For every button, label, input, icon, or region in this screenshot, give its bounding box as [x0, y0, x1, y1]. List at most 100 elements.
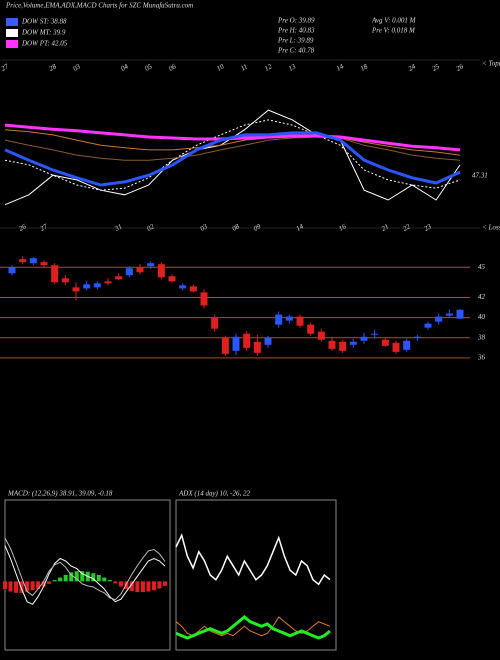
info-text: Pre L: 39.89 [277, 37, 314, 45]
candle-body [8, 267, 16, 274]
candle-body [115, 276, 123, 280]
adx-line [175, 533, 331, 586]
candle-body [317, 331, 325, 340]
candle-body [29, 258, 37, 264]
histogram-bar [74, 571, 79, 582]
candle-body [413, 336, 421, 338]
candle-body [51, 265, 59, 283]
x-tick-label: 23 [423, 222, 433, 233]
histogram-bar [41, 581, 46, 587]
histogram-bar [63, 575, 68, 582]
candle-body [40, 262, 48, 266]
y-tick-label: 36 [477, 354, 486, 362]
histogram-bar [8, 581, 13, 592]
candle-body [211, 317, 219, 329]
x-tick-label: 08 [231, 222, 241, 233]
ema-line [4, 136, 461, 161]
macd-line [4, 537, 166, 601]
candle-body [104, 281, 112, 284]
histogram-bar [118, 581, 123, 587]
x-tick-label: 21 [380, 222, 390, 232]
x-tick-label: 18 [359, 62, 369, 73]
y-tick-label: 40 [478, 313, 486, 321]
x-tick-label: 11 [239, 63, 249, 73]
candle-body [296, 316, 304, 326]
info-text: Pre C: 40.78 [277, 47, 315, 55]
page-title: Price,Volume,EMA,ADX,MACD Charts for SZC… [5, 2, 193, 10]
annotation: < Loss [482, 224, 500, 232]
ema-line [4, 119, 461, 191]
histogram-bar [157, 581, 162, 589]
candle-body [253, 341, 261, 353]
legend-label: DOW ST: 38.88 [21, 18, 67, 26]
x-tick-label: 25 [431, 62, 441, 73]
candle-body [424, 323, 432, 328]
histogram-bar [124, 581, 129, 589]
histogram-bar [140, 581, 145, 593]
histogram-bar [91, 573, 96, 582]
x-tick-label: 04 [120, 62, 130, 73]
candle-body [349, 341, 357, 345]
candle-body [371, 333, 379, 335]
histogram-bar [30, 581, 35, 591]
x-tick-label: 03 [199, 222, 209, 233]
histogram-bar [135, 581, 140, 593]
histogram-bar [146, 581, 151, 592]
adx-line [175, 615, 331, 640]
histogram-bar [163, 581, 167, 586]
ema-line [4, 129, 461, 156]
candle-body [232, 336, 240, 351]
x-tick-label: 12 [263, 62, 273, 73]
histogram-bar [80, 571, 85, 582]
legend-swatch [6, 29, 18, 37]
x-tick-label: 31 [113, 222, 124, 233]
x-tick-label: 06 [167, 62, 177, 73]
x-tick-label: 14 [295, 222, 305, 233]
histogram-bar [47, 581, 52, 584]
x-tick-label: 24 [407, 62, 417, 73]
histogram-bar [107, 580, 112, 582]
candle-body [19, 259, 27, 263]
x-tick-label: 16 [337, 222, 347, 233]
candle-body [61, 278, 69, 283]
info-text: Pre O: 39.89 [277, 17, 315, 25]
x-tick-label: 13 [287, 62, 297, 73]
candle-body [328, 340, 336, 349]
candle-body [275, 314, 283, 325]
candle-body [243, 333, 251, 348]
candle-body [264, 337, 272, 345]
x-tick-label: 09 [252, 222, 262, 233]
macd-line [4, 545, 166, 605]
y-tick-label: 42 [478, 293, 486, 301]
info-text: Avg V: 0.001 M [371, 17, 417, 25]
candle-body [93, 283, 101, 288]
candle-body [125, 268, 133, 276]
candle-body [189, 286, 197, 292]
histogram-bar [151, 581, 156, 591]
candle-body [403, 340, 411, 350]
y-tick-label: 38 [477, 333, 486, 341]
candle-body [168, 276, 176, 282]
x-tick-label: 22 [401, 222, 411, 233]
histogram-bar [58, 577, 63, 582]
histogram-bar [102, 577, 107, 582]
histogram-bar [96, 575, 101, 582]
candle-body [392, 342, 400, 352]
candle-body [221, 337, 229, 354]
y-tick-label: 45 [478, 263, 486, 271]
candle-body [147, 263, 155, 267]
candle-body [456, 309, 464, 319]
x-tick-label: 27 [39, 222, 49, 233]
candle-body [136, 267, 144, 273]
info-text: Pre H: 40.83 [277, 27, 315, 35]
annotation: 47.31 [472, 172, 488, 180]
annotation: < Topa [482, 60, 500, 68]
x-tick-label: 28 [48, 62, 58, 73]
candle-body [157, 264, 165, 278]
x-tick-label: 26 [17, 222, 27, 233]
legend-swatch [6, 18, 18, 26]
histogram-bar [25, 581, 30, 592]
candle-body [381, 339, 389, 346]
ema-line [4, 131, 461, 187]
